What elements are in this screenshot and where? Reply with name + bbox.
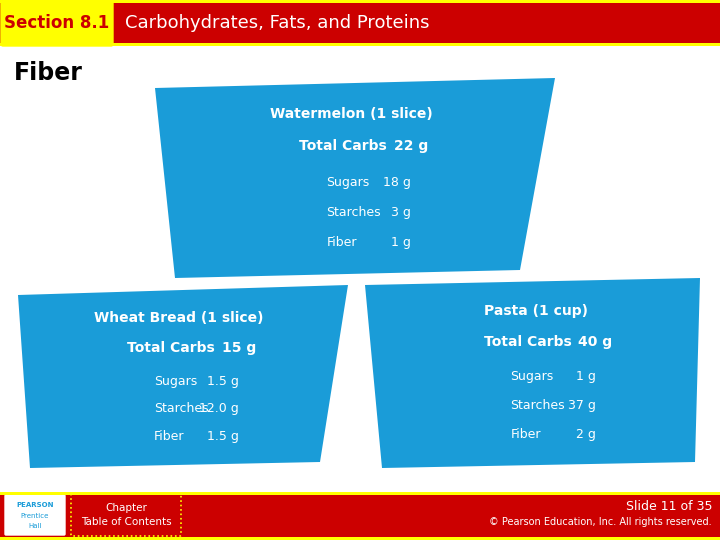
- Text: Fiber: Fiber: [510, 428, 541, 441]
- Text: 40 g: 40 g: [578, 335, 613, 349]
- Text: Starches: Starches: [154, 402, 209, 415]
- Text: 3 g: 3 g: [392, 206, 411, 219]
- Text: Sugars: Sugars: [510, 370, 554, 383]
- Text: 2 g: 2 g: [575, 428, 595, 441]
- Text: Total Carbs: Total Carbs: [484, 335, 572, 349]
- Text: Fiber: Fiber: [326, 236, 356, 249]
- Text: Hall: Hall: [28, 523, 42, 529]
- Text: Prentice: Prentice: [21, 513, 49, 519]
- Polygon shape: [18, 285, 348, 468]
- Text: Total Carbs: Total Carbs: [300, 139, 387, 153]
- FancyBboxPatch shape: [71, 494, 181, 536]
- Text: 15 g: 15 g: [222, 341, 256, 355]
- Bar: [0, 0, 720, 46]
- Text: 1.5 g: 1.5 g: [207, 430, 239, 443]
- Text: Fiber: Fiber: [14, 61, 83, 85]
- Text: © Pearson Education, Inc. All rights reserved.: © Pearson Education, Inc. All rights res…: [490, 517, 712, 527]
- FancyBboxPatch shape: [5, 495, 65, 535]
- Text: Chapter
Table of Contents: Chapter Table of Contents: [81, 503, 171, 528]
- Text: Watermelon (1 slice): Watermelon (1 slice): [270, 106, 433, 120]
- Text: Section 8.1: Section 8.1: [4, 14, 109, 32]
- Polygon shape: [155, 78, 555, 278]
- Text: Sugars: Sugars: [326, 176, 369, 189]
- Text: Starches: Starches: [510, 400, 565, 413]
- Bar: [0, 492, 720, 540]
- Text: 1.5 g: 1.5 g: [207, 375, 239, 388]
- Text: Carbohydrates, Fats, and Proteins: Carbohydrates, Fats, and Proteins: [125, 14, 430, 32]
- Text: Slide 11 of 35: Slide 11 of 35: [626, 500, 712, 512]
- Text: Wheat Bread (1 slice): Wheat Bread (1 slice): [94, 311, 264, 325]
- Text: 1 g: 1 g: [575, 370, 595, 383]
- Text: Pasta (1 cup): Pasta (1 cup): [484, 304, 588, 318]
- Text: PEARSON: PEARSON: [17, 502, 54, 508]
- Text: 18 g: 18 g: [383, 176, 411, 189]
- Text: 37 g: 37 g: [567, 400, 595, 413]
- Text: Fiber: Fiber: [154, 430, 184, 443]
- Bar: [0, 0, 720, 3]
- Polygon shape: [365, 278, 700, 468]
- Text: 22 g: 22 g: [394, 139, 428, 153]
- Bar: [0, 43, 720, 46]
- Text: Starches: Starches: [326, 206, 381, 219]
- Text: Sugars: Sugars: [154, 375, 197, 388]
- Bar: [0, 492, 720, 495]
- FancyBboxPatch shape: [1, 0, 113, 46]
- Text: 1 g: 1 g: [392, 236, 411, 249]
- Text: 12.0 g: 12.0 g: [199, 402, 239, 415]
- Bar: [0, 537, 720, 540]
- Text: Total Carbs: Total Carbs: [127, 341, 215, 355]
